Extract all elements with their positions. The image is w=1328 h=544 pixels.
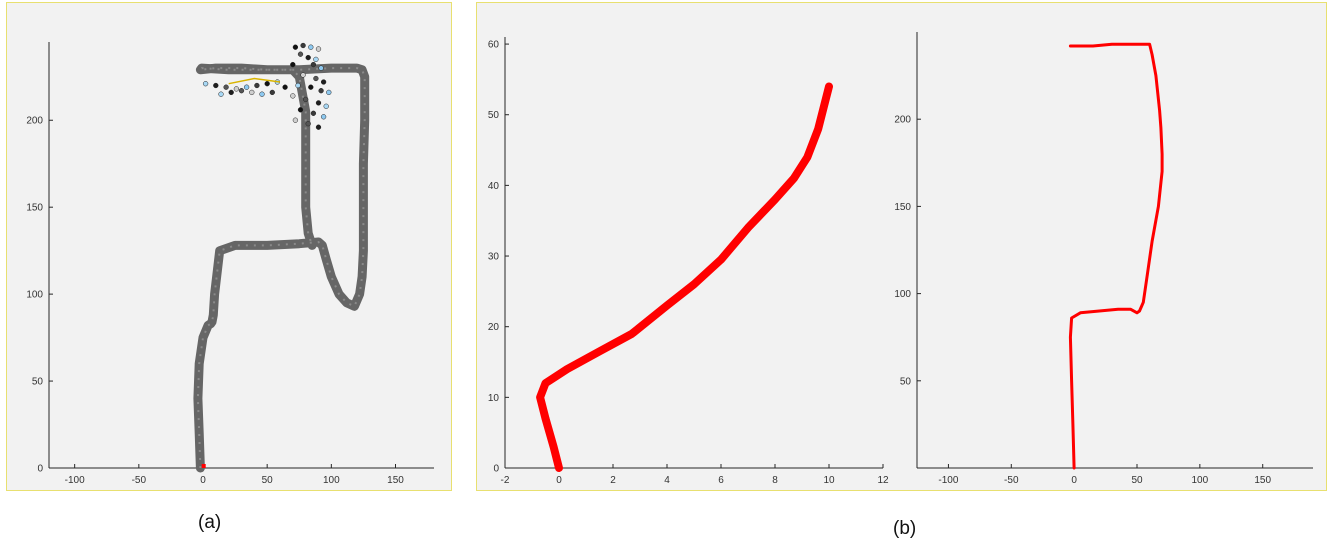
scatter-point: [295, 82, 301, 89]
yellow-segment: [228, 77, 281, 85]
scatter-point: [300, 42, 306, 49]
scatter-point: [300, 72, 306, 78]
y-tick-label: 10: [488, 393, 500, 404]
scatter-point: [297, 107, 304, 113]
x-tick-label: 6: [718, 475, 724, 486]
x-tick-label: 150: [1254, 475, 1271, 486]
scatter-point: [315, 46, 322, 52]
x-tick-label: 50: [262, 475, 274, 486]
x-tick-label: 150: [387, 475, 404, 486]
x-tick-label: 0: [200, 475, 206, 486]
scatter-point: [297, 51, 304, 57]
x-tick-label: 100: [1192, 475, 1209, 486]
y-tick-label: 30: [488, 252, 500, 263]
scatter-point: [290, 93, 296, 99]
chart-a-trajectory: -100 -50 0 50 100 150 0 50 100 150 200: [26, 42, 434, 486]
x-tick-label: 0: [556, 475, 562, 486]
scatter-point: [290, 61, 296, 68]
y-tick-label: 0: [37, 464, 43, 475]
scatter-point: [259, 91, 265, 97]
x-tick-label: 8: [772, 475, 778, 486]
scatter-point: [308, 84, 314, 90]
x-tick-label: 0: [1071, 475, 1077, 486]
y-tick-label: 150: [26, 203, 43, 214]
y-tick-label: 200: [894, 115, 911, 126]
scatter-point: [313, 75, 319, 82]
x-tick-label: 12: [877, 475, 889, 486]
scatter-point: [249, 89, 255, 96]
caption-a: (a): [198, 512, 222, 533]
scatter-point: [233, 86, 240, 92]
scatter-point: [223, 84, 229, 90]
y-tick-label: 50: [32, 377, 44, 388]
scatter-point: [315, 124, 322, 130]
scatter-point: [269, 89, 275, 96]
x-tick-label: -50: [132, 475, 147, 486]
scatter-point: [310, 110, 317, 116]
scatter-point: [318, 88, 324, 94]
caption-b: (b): [893, 518, 917, 539]
scatter-point: [228, 89, 234, 96]
scatter-point: [305, 121, 311, 127]
trajectory-line: [193, 63, 370, 473]
x-tick-label: 2: [610, 475, 616, 486]
y-tick-label: 40: [488, 181, 500, 192]
scatter-point: [282, 84, 288, 90]
scatter-point: [292, 117, 299, 123]
scatter-point: [320, 79, 327, 85]
scatter-point: [320, 114, 327, 120]
scatter-point: [264, 81, 270, 87]
scatter-point: [308, 44, 314, 50]
y-tick-label: 0: [493, 464, 499, 475]
chart-b2-trajectory: -100 -50 0 50 100 150 50 100 150 200: [894, 32, 1313, 486]
y-tick-label: 50: [488, 110, 500, 121]
scatter-point: [238, 88, 245, 94]
scatter-point: [305, 54, 311, 61]
y-tick-label: 50: [900, 376, 912, 387]
scatter-point: [310, 61, 317, 68]
scatter-point: [243, 84, 250, 90]
scatter-point: [218, 91, 224, 97]
x-tick-label: 10: [823, 475, 835, 486]
x-tick-label: -2: [501, 475, 510, 486]
x-tick-label: -100: [938, 475, 958, 486]
scatter-point: [254, 82, 260, 89]
y-tick-label: 60: [488, 40, 500, 51]
x-tick-label: 100: [323, 475, 340, 486]
trajectory-line: [536, 82, 833, 472]
x-tick-label: 4: [664, 475, 670, 486]
scatter-point: [303, 96, 309, 103]
scatter-point: [213, 82, 219, 89]
figure-panel-b: [476, 2, 1327, 491]
scatter-point: [313, 56, 319, 63]
trajectory-texture: [196, 67, 366, 469]
scatter-point: [318, 65, 324, 71]
x-tick-label: -50: [1004, 475, 1019, 486]
x-tick-label: -100: [65, 475, 85, 486]
scatter-point: [315, 100, 322, 106]
y-tick-label: 100: [26, 290, 43, 301]
scatter-point: [202, 81, 209, 87]
scatter-point: [292, 44, 299, 50]
scatter-point: [323, 103, 329, 109]
y-tick-label: 200: [26, 116, 43, 127]
y-tick-label: 20: [488, 322, 500, 333]
x-tick-label: 50: [1131, 475, 1143, 486]
trajectory-line: [1068, 42, 1164, 470]
scatter-point: [326, 89, 332, 96]
y-tick-label: 100: [894, 289, 911, 300]
y-tick-label: 150: [894, 202, 911, 213]
origin-marker: [201, 464, 206, 468]
